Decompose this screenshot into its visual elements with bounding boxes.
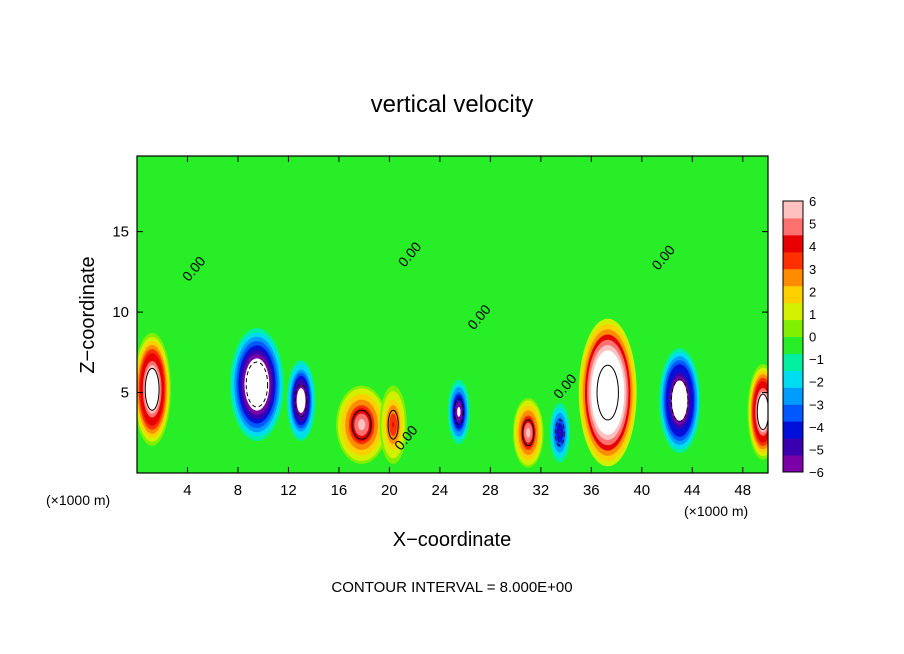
field-contour-line [554, 419, 565, 447]
colorbar-swatch [783, 370, 803, 388]
field-feature [336, 385, 388, 464]
colorbar-tick-label: −5 [809, 442, 824, 457]
field-feature [446, 377, 471, 447]
field-contour-line [596, 364, 619, 421]
field-feature [379, 385, 407, 464]
x-unit-left: (×1000 m) [46, 492, 110, 508]
field-contour-line [245, 361, 269, 408]
colorbar-tick-label: 3 [809, 262, 816, 277]
colorbar-frame [782, 200, 804, 473]
field-contour-band [605, 387, 610, 398]
field-feature [137, 332, 171, 446]
x-tick-label: 20 [381, 482, 398, 499]
x-tick-label: 32 [532, 482, 549, 499]
field-contour-band [457, 409, 460, 415]
colorbar-swatch [783, 217, 803, 236]
x-unit-right: (×1000 m) [684, 503, 748, 519]
colorbar-swatch [783, 421, 803, 439]
colorbar-tick-label: −1 [809, 352, 824, 367]
y-axis: 5 10 15 [112, 224, 768, 402]
colorbar-tick-label: −2 [809, 375, 824, 390]
colorbar-swatch [783, 438, 803, 456]
colorbar-tick-label: −6 [809, 465, 824, 480]
field-feature [285, 357, 317, 445]
field-feature [512, 398, 544, 468]
x-axis-label: X−coordinate [393, 529, 511, 551]
colorbar-swatch [783, 251, 803, 270]
colorbar-swatch [783, 302, 803, 321]
field-feature [657, 344, 702, 458]
x-tick-label: 12 [280, 482, 297, 499]
field-contour-band [761, 408, 765, 416]
colorbar-swatch [783, 285, 803, 304]
field-contour-line [522, 419, 535, 447]
field-contour-line [351, 409, 372, 440]
field-contour-line [756, 393, 768, 431]
field-contour-band [150, 385, 154, 394]
field-contour-band [299, 397, 303, 404]
y-tick-label: 15 [112, 224, 129, 241]
field-contour-line [144, 367, 160, 411]
colorbar-swatch [783, 455, 803, 473]
colorbar-labels: 6 5 4 3 2 1 0 −1 −2 −3 −4 −5 −6 [809, 194, 824, 480]
colorbar-swatch [783, 201, 803, 219]
plot-frame [136, 155, 769, 474]
chart-title: vertical velocity [371, 91, 534, 118]
contour-interval-note: CONTOUR INTERVAL = 8.000E+00 [331, 579, 572, 596]
field-feature [227, 323, 286, 446]
colorbar-swatch [783, 319, 803, 337]
y-tick-label: 5 [121, 385, 129, 402]
colorbar-tick-label: 4 [809, 239, 816, 254]
field-contour-line [670, 379, 689, 423]
field-feature [747, 364, 768, 460]
x-tick-label: 40 [633, 482, 650, 499]
colorbar-tick-label: −4 [809, 420, 824, 435]
field-contour-band [254, 380, 259, 389]
colorbar-tick-label: −3 [809, 397, 824, 412]
field-contour-band [527, 430, 530, 436]
x-tick-label: 24 [432, 482, 449, 499]
x-tick-label: 44 [684, 482, 701, 499]
field-contour-band [359, 421, 364, 428]
field-contour-band [392, 421, 395, 428]
colorbar-swatch [783, 353, 803, 371]
colorbar [782, 200, 804, 473]
y-axis-label: Z−coordinate [77, 256, 99, 373]
field-contour-line [453, 398, 464, 426]
x-axis: 4 8 12 16 20 24 28 32 36 40 44 48 [183, 156, 751, 499]
color-field [137, 156, 768, 473]
colorbar-tick-label: 6 [809, 194, 816, 209]
colorbar-tick-label: 5 [809, 217, 816, 232]
field-contour-band [558, 430, 561, 436]
x-tick-label: 28 [482, 482, 499, 499]
field-feature [578, 318, 637, 467]
colorbar-swatch [783, 404, 803, 422]
x-tick-label: 16 [331, 482, 348, 499]
x-tick-label: 36 [583, 482, 600, 499]
colorbar-tick-label: 2 [809, 284, 816, 299]
colorbar-swatch [783, 387, 803, 405]
colorbar-tick-label: 1 [809, 307, 816, 322]
x-tick-label: 4 [183, 482, 191, 499]
field-feature [547, 398, 572, 468]
field-contour-line [294, 383, 308, 418]
field-contour-band [678, 396, 682, 405]
x-tick-label: 8 [234, 482, 242, 499]
field-contour-line [387, 409, 399, 440]
colorbar-tick-label: 0 [809, 330, 816, 345]
colorbar-swatch [783, 268, 803, 287]
colorbar-swatch [783, 336, 803, 354]
x-tick-label: 48 [734, 482, 751, 499]
colorbar-swatch [783, 234, 803, 253]
y-tick-label: 10 [112, 304, 129, 321]
